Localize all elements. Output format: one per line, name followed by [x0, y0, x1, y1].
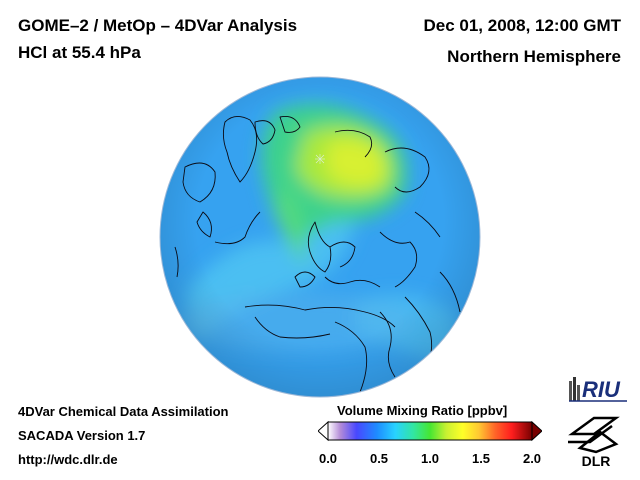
colorbar-tick-label: 0.0: [318, 451, 338, 466]
dlr-logo-text: DLR: [582, 453, 611, 468]
dlr-logo: DLR: [568, 416, 620, 468]
riu-logo-text: RIU: [582, 377, 621, 402]
footer-system-name: 4DVar Chemical Data Assimilation: [18, 404, 229, 419]
map-subtitle: HCl at 55.4 hPa: [18, 43, 141, 62]
colorbar-tick-label: 1.0: [420, 451, 440, 466]
colorbar-high-arrow: [531, 420, 542, 442]
colorbar: [318, 420, 542, 442]
hemisphere-globe-map: [159, 76, 481, 398]
footer-url-text[interactable]: http://wdc.dlr.de: [18, 452, 118, 467]
colorbar-gradient: [327, 421, 533, 441]
riu-logo: RIU: [569, 377, 627, 402]
analysis-datetime: Dec 01, 2008, 12:00 GMT: [423, 16, 621, 35]
colorbar-tick-label: 1.5: [471, 451, 491, 466]
colorbar-low-arrow: [318, 420, 329, 442]
colorbar-tick-label: 2.0: [522, 451, 542, 466]
map-title: GOME–2 / MetOp – 4DVar Analysis: [18, 16, 298, 35]
colorbar-tick-label: 0.5: [369, 451, 389, 466]
footer-url[interactable]: http://wdc.dlr.de: [18, 452, 118, 467]
region-label: Northern Hemisphere: [447, 47, 621, 66]
pole-marker: [315, 154, 325, 164]
footer-version: SACADA Version 1.7: [18, 428, 146, 443]
legend-title: Volume Mixing Ratio [ppbv]: [337, 403, 508, 418]
